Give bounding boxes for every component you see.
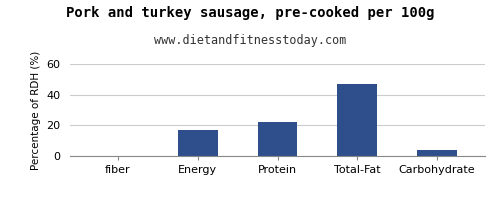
Y-axis label: Percentage of RDH (%): Percentage of RDH (%)	[30, 50, 40, 170]
Bar	[417, 150, 457, 156]
Text: www.dietandfitnesstoday.com: www.dietandfitnesstoday.com	[154, 34, 346, 47]
Bar	[338, 84, 378, 156]
Bar	[258, 122, 298, 156]
Text: Pork and turkey sausage, pre-cooked per 100g: Pork and turkey sausage, pre-cooked per …	[66, 6, 434, 20]
Bar	[178, 130, 218, 156]
